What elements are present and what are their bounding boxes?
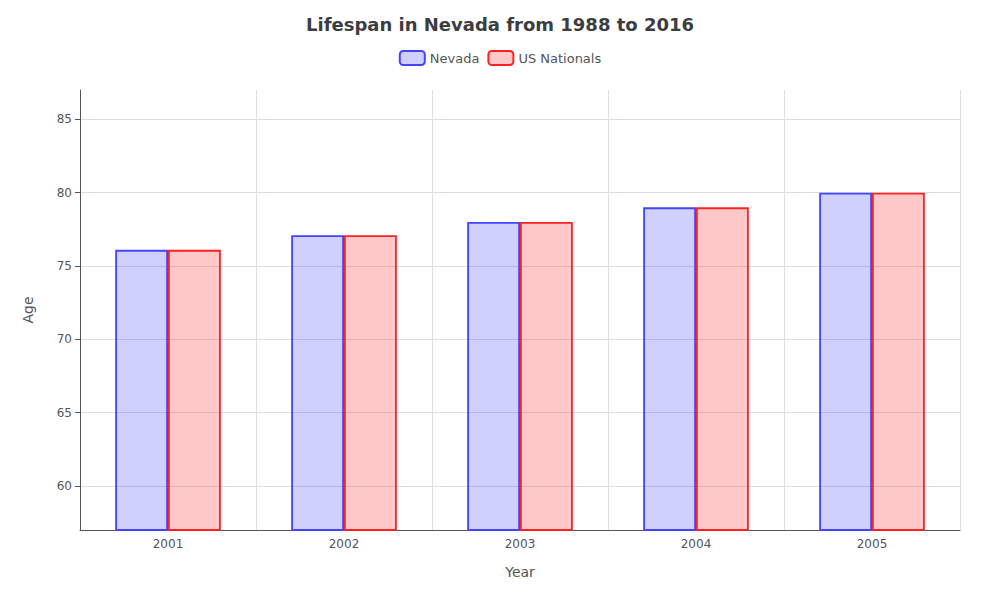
svg-text:2003: 2003 <box>505 537 536 551</box>
svg-text:65: 65 <box>57 406 72 420</box>
svg-text:70: 70 <box>57 332 72 346</box>
svg-text:80: 80 <box>57 186 72 200</box>
svg-text:Nevada: Nevada <box>430 51 480 66</box>
svg-text:2001: 2001 <box>153 537 184 551</box>
svg-text:Lifespan in Nevada from 1988 t: Lifespan in Nevada from 1988 to 2016 <box>306 14 694 35</box>
svg-text:Year: Year <box>504 564 535 580</box>
svg-text:2004: 2004 <box>681 537 712 551</box>
svg-text:2002: 2002 <box>329 537 360 551</box>
svg-text:60: 60 <box>57 479 72 493</box>
svg-text:2005: 2005 <box>857 537 888 551</box>
svg-text:75: 75 <box>57 259 72 273</box>
svg-text:US Nationals: US Nationals <box>518 51 601 66</box>
svg-text:Age: Age <box>20 296 36 323</box>
svg-text:85: 85 <box>57 112 72 126</box>
